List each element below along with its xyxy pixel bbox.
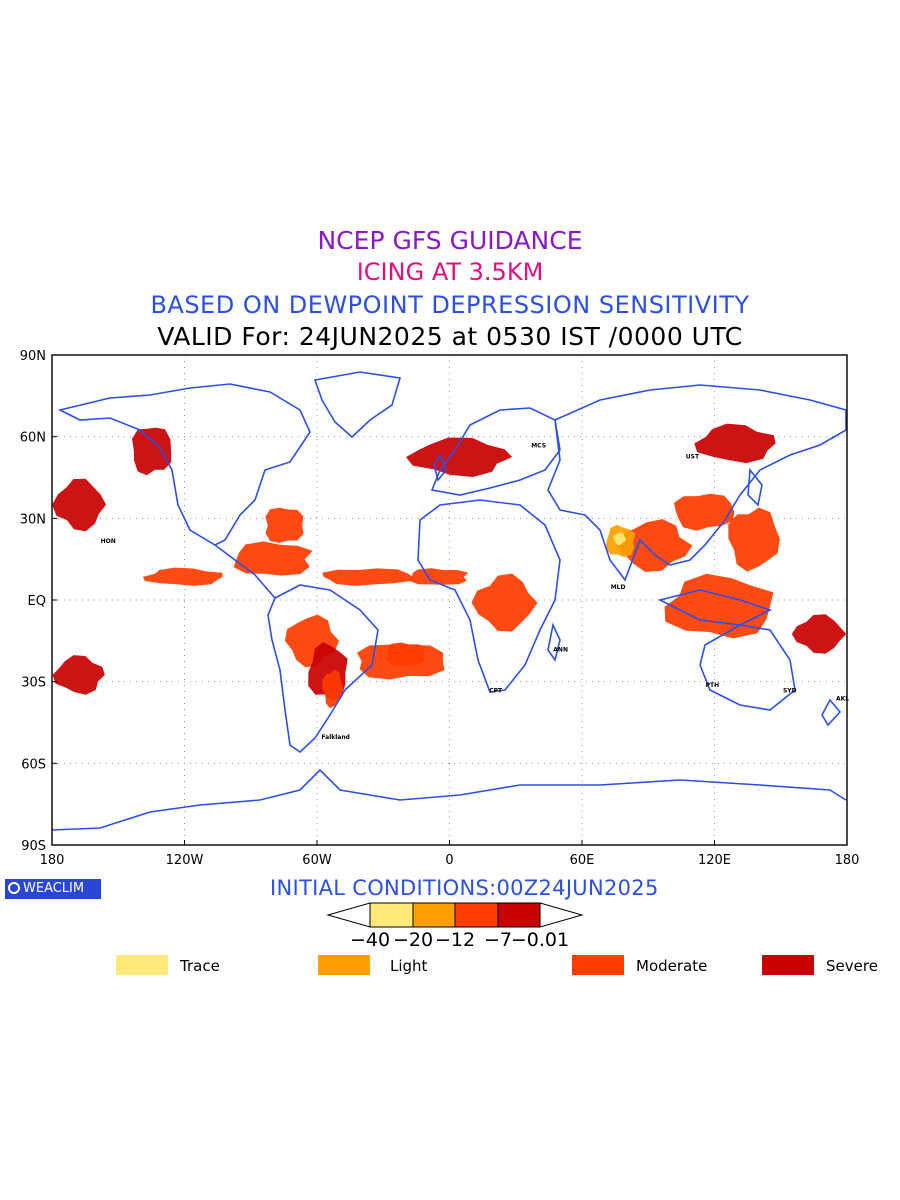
legend-swatch-severe [762,955,814,975]
icing-area-severe [52,478,107,532]
coast-antarctica [52,768,847,831]
colorbar-box-severe [497,902,541,928]
longitude-label: 180 [40,853,65,868]
icing-area-moderate [142,567,223,586]
valid-time: VALID For: 24JUN2025 at 0530 IST /0000 U… [157,322,743,351]
colorbar-tick: −40 [349,929,391,951]
coast-japan [747,467,763,507]
logo-text: WEACLIM [23,881,85,896]
colorbar-tick: −0.01 [510,929,570,951]
icing-area-moderate [615,519,693,572]
legend-label-severe: Severe [826,957,878,975]
coast-central-america [214,544,276,599]
icing-area-severe [132,427,172,476]
station-label: MCS [531,443,546,450]
title-line-3: BASED ON DEWPOINT DEPRESSION SENSITIVITY [150,291,750,319]
colorbar-tick: −7 [483,929,513,951]
title-line-1: NCEP GFS GUIDANCE [317,226,583,255]
icing-area-severe [406,437,513,477]
legend-label-moderate: Moderate [636,957,708,975]
coast-africa [417,499,561,693]
icing-area-trace [613,532,627,546]
colorbar-tick: −20 [392,929,434,951]
icing-area-moderate [409,568,469,585]
icing-area-moderate [265,507,304,543]
icing-area-moderate [322,568,414,586]
station-label: ANN [553,647,568,654]
station-labels: HON Falkland MCS UST MLD ANN CPT PTH SYD AKL [101,443,850,741]
icing-map: HON Falkland MCS UST MLD ANN CPT PTH SYD AKL 90N 6… [20,349,860,868]
longitude-label: 120E [698,853,731,868]
icing-area-moderate [233,541,313,576]
latitude-label: 90S [21,839,46,854]
latitude-label: 90N [20,349,46,364]
icing-area-severe [52,655,105,695]
logo-circle-icon [8,882,20,894]
initial-conditions: INITIAL CONDITIONS:00Z24JUN2025 [270,876,659,900]
colorbar-box-trace [369,902,414,928]
colorbar-left-arrow [326,902,371,928]
legend-swatch-trace [116,955,168,975]
legend-label-trace: Trace [180,957,220,975]
latitude-label: EQ [28,594,46,609]
latitude-label: 60S [21,757,46,772]
colorbar-box-light [412,902,456,928]
coast-south-america [267,584,379,754]
icing-area-severe [791,614,847,654]
legend-swatch-light [318,955,370,975]
coast-australia [699,624,796,711]
station-label: Falkland [321,734,350,741]
coastlines [52,371,847,831]
icing-area-moderate [322,669,344,709]
coast-maritime [657,589,773,626]
weaclim-logo: WEACLIM [5,879,101,899]
station-label: AKL [836,696,849,703]
latitude-label: 30N [20,512,46,527]
title-line-2: ICING AT 3.5KM [356,258,544,286]
icing-area-moderate [674,493,735,531]
latitude-label: 30S [21,676,46,691]
coast-madagascar [547,622,561,662]
station-label: CPT [489,688,503,695]
coast-greenland [313,371,402,439]
longitude-label: 60W [302,853,332,868]
longitude-label: 120W [166,853,204,868]
coast-new-zealand [821,698,842,727]
station-label: SYD [783,688,797,695]
station-label: PTH [706,682,720,689]
legend-label-light: Light [390,957,428,975]
colorbar [326,902,584,928]
longitude-label: 180 [835,853,860,868]
colorbar-box-moderate [454,902,499,928]
coast-uk [433,453,447,482]
longitude-label: 0 [445,853,453,868]
colorbar-tick: −12 [434,929,476,951]
icing-area-severe [694,423,776,464]
colorbar-right-arrow [539,902,584,928]
longitude-label: 60E [570,853,595,868]
station-label: HON [101,538,116,545]
coast-asia [547,384,847,582]
icing-area-moderate [471,573,538,632]
icing-area-moderate [728,507,780,572]
latitude-label: 60N [20,431,46,446]
station-label: UST [686,453,700,460]
coast-north-america [57,383,311,546]
station-label: MLD [611,584,626,591]
legend-swatch-moderate [572,955,624,975]
icing-area-moderate [386,642,426,666]
